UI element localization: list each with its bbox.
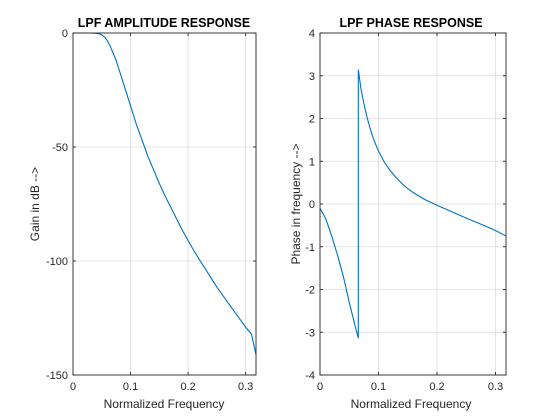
y-axis-ticks: -150 -100 -50 0 bbox=[46, 28, 256, 382]
grid-lines bbox=[319, 32, 506, 376]
y-tick-label: 1 bbox=[309, 156, 315, 168]
y-tick-label: -3 bbox=[305, 327, 315, 339]
y-tick-label: -50 bbox=[52, 142, 68, 154]
y-tick-label: -100 bbox=[46, 256, 68, 268]
y-tick-label: 0 bbox=[62, 28, 68, 40]
chart-title: LPF AMPLITUDE RESPONSE bbox=[78, 16, 250, 30]
axis-lines bbox=[72, 32, 257, 376]
x-axis-label: Normalized Frequency bbox=[351, 397, 472, 411]
y-tick-label: 0 bbox=[309, 199, 315, 211]
y-tick-label: 3 bbox=[309, 71, 315, 83]
x-axis-ticks: 0 0.1 0.2 0.3 bbox=[317, 33, 503, 393]
y-axis-label: Gain in dB --> bbox=[28, 167, 42, 241]
y-tick-label: -150 bbox=[46, 370, 68, 382]
x-tick-label: 0.1 bbox=[371, 381, 386, 393]
axes-box bbox=[72, 32, 257, 376]
y-tick-label: 4 bbox=[309, 28, 315, 40]
amplitude-response-chart: LPF AMPLITUDE RESPONSE 0 0.1 0.2 0.3 -150-1… bbox=[28, 16, 257, 411]
y-tick-label: -4 bbox=[305, 370, 315, 382]
phase-response-chart: LPF PHASE RESPONSE 0 0.1 0.2 0.3 -4 -3 -2 -1 0 1… bbox=[289, 16, 507, 411]
x-axis-label: Normalized Frequency bbox=[104, 397, 225, 411]
y-axis-ticks: -4 -3 -2 -1 0 1 2 3 4 bbox=[305, 28, 506, 382]
x-axis-ticks: 0 0.1 0.2 0.3 bbox=[70, 33, 253, 393]
y-tick-label: -1 bbox=[305, 242, 315, 254]
x-tick-label: 0 bbox=[70, 381, 76, 393]
y-tick-label: 2 bbox=[309, 114, 315, 126]
y-tick-label: -2 bbox=[305, 285, 315, 297]
x-tick-label: 0.2 bbox=[429, 381, 444, 393]
x-tick-label: 0.2 bbox=[180, 381, 195, 393]
gain-curve bbox=[73, 32, 257, 355]
x-tick-label: 0 bbox=[317, 381, 323, 393]
x-tick-label: 0.3 bbox=[238, 381, 253, 393]
chart-title: LPF PHASE RESPONSE bbox=[339, 16, 482, 30]
x-tick-label: 0.1 bbox=[123, 381, 138, 393]
y-axis-label: Phase in frequency --> bbox=[289, 143, 303, 264]
x-tick-label: 0.3 bbox=[488, 381, 503, 393]
plot-area bbox=[73, 33, 256, 375]
phase-curve bbox=[319, 69, 507, 339]
